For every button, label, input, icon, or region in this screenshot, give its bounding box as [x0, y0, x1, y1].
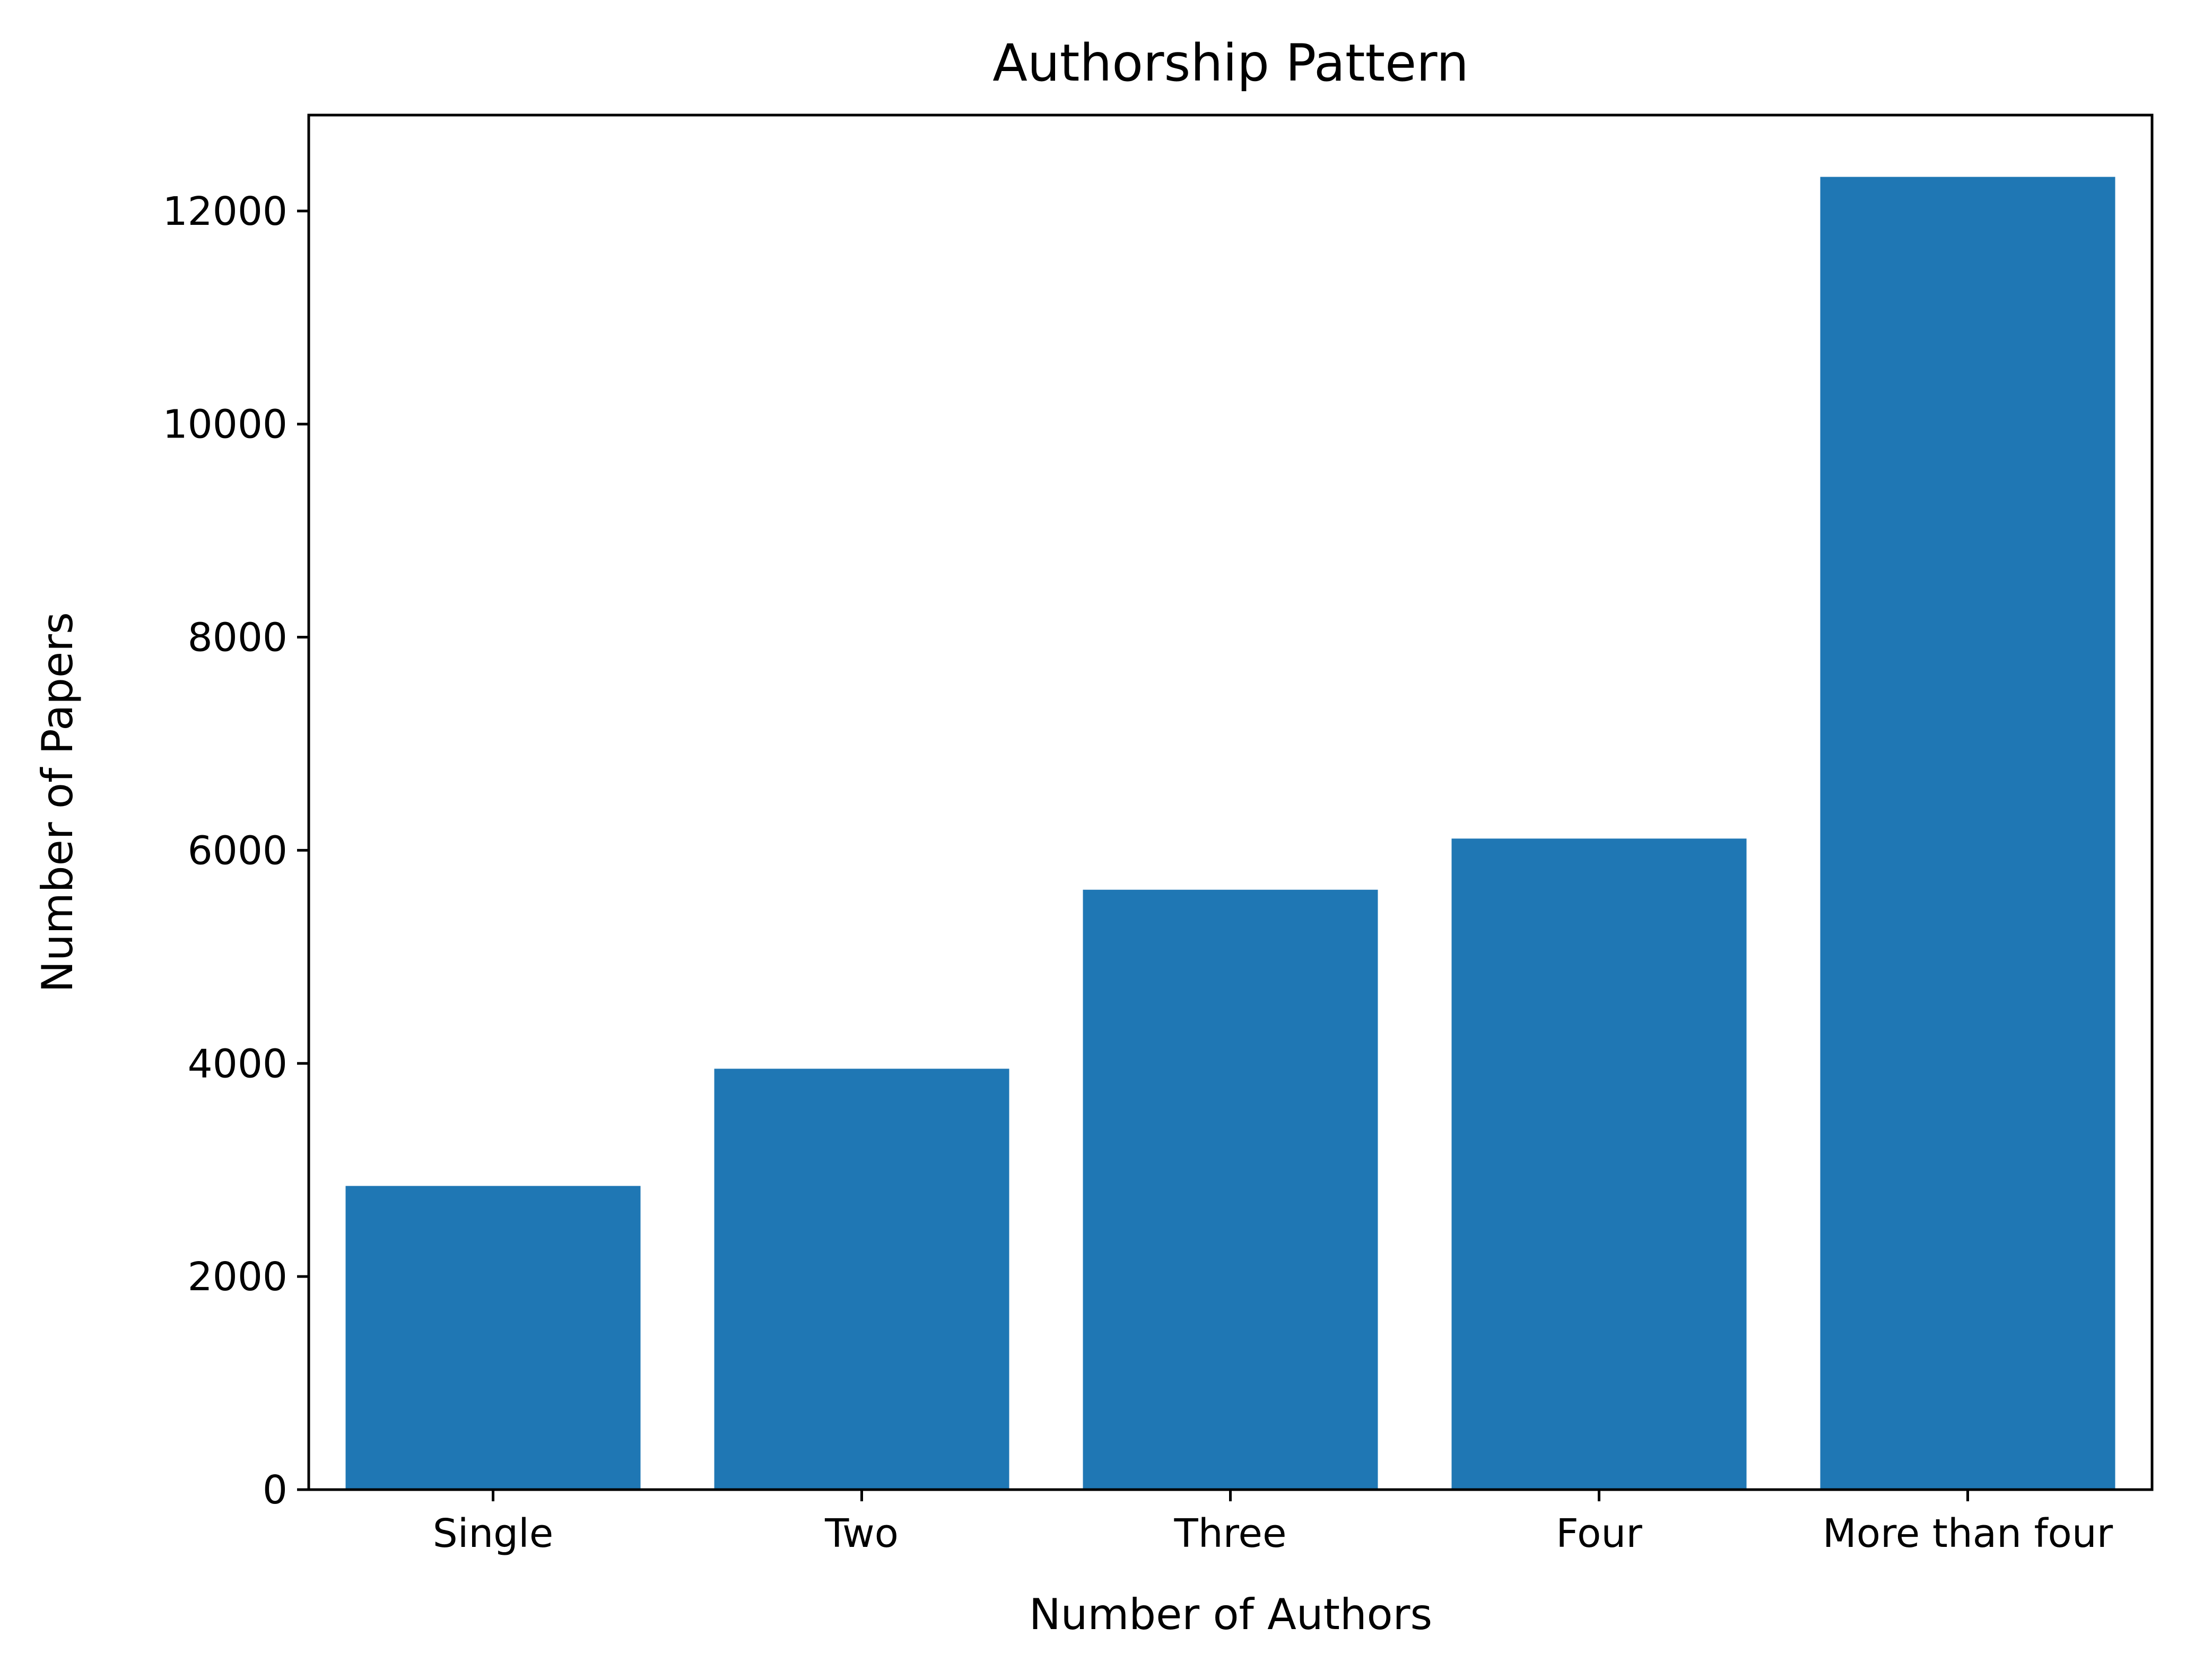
x-tick-label: Three	[1174, 1511, 1287, 1556]
y-tick-label: 0	[263, 1467, 288, 1513]
x-axis-title: Number of Authors	[1029, 1590, 1432, 1639]
y-tick-label: 2000	[188, 1254, 288, 1300]
y-tick-label: 6000	[188, 828, 288, 873]
x-tick-label: Single	[433, 1511, 554, 1556]
y-tick-label: 4000	[188, 1041, 288, 1087]
y-tick-label: 8000	[188, 615, 288, 661]
chart-title: Authorship Pattern	[992, 33, 1469, 93]
x-axis-ticks: Single Two Three Four More than four	[433, 1490, 2113, 1556]
y-tick-label: 12000	[163, 189, 288, 234]
bar-more-than-four	[1820, 177, 2115, 1490]
y-axis-ticks: 0 2000 4000 6000 8000 10000 12000	[163, 189, 309, 1513]
plot-area-frame	[307, 113, 2154, 1491]
y-axis-title: Number of Papers	[33, 612, 82, 993]
bar-two	[714, 1069, 1009, 1490]
bars-group	[345, 177, 2115, 1490]
x-tick-label: Two	[824, 1511, 899, 1556]
x-tick-label: More than four	[1823, 1511, 2113, 1556]
bar-three	[1083, 889, 1378, 1490]
x-tick-label: Four	[1556, 1511, 1642, 1556]
y-tick-label: 10000	[163, 402, 288, 448]
bar-single	[345, 1186, 641, 1490]
bar-four	[1451, 838, 1747, 1490]
